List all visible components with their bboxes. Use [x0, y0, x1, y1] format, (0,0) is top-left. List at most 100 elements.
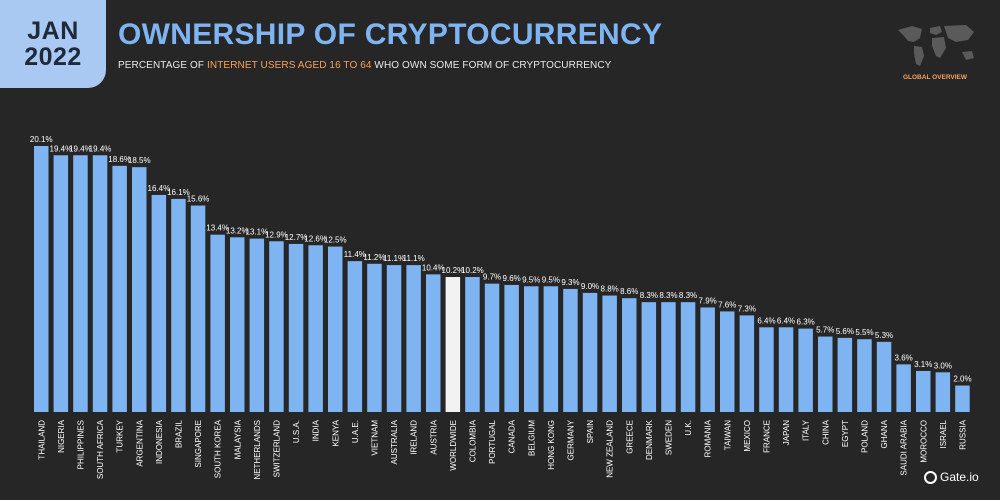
category-label: ROMANIA: [704, 419, 713, 457]
category-label: EGYPT: [841, 420, 850, 447]
gate-logo-icon: [924, 470, 937, 484]
bar-romania: [700, 307, 715, 412]
data-label: 2.0%: [953, 375, 971, 384]
bar-france: [759, 327, 774, 412]
bar-turkey: [112, 165, 127, 412]
data-label: 5.3%: [875, 331, 893, 340]
bar-south-korea: [210, 234, 225, 412]
category-label: IRELAND: [410, 420, 419, 455]
category-label: DENMARK: [645, 419, 654, 460]
category-label: POLAND: [860, 420, 869, 453]
bar-kenya: [328, 246, 343, 412]
category-label: SOUTH KOREA: [214, 419, 223, 478]
category-label: PORTUGAL: [488, 419, 497, 463]
data-label: 6.4%: [777, 316, 795, 325]
bar-south-africa: [92, 155, 108, 413]
data-label: 16.4%: [148, 184, 171, 193]
data-label: 8.3%: [640, 291, 658, 300]
bar-taiwan: [720, 311, 735, 412]
bar-singapore: [190, 205, 206, 412]
category-label: GREECE: [625, 420, 634, 454]
bar-israel: [935, 372, 951, 412]
category-label: BELGIUM: [527, 420, 536, 456]
bar-nigeria: [53, 155, 69, 413]
category-label: FRANCE: [762, 420, 771, 453]
data-label: 5.7%: [816, 326, 834, 335]
category-label: HONG KONG: [547, 420, 556, 470]
category-label: CANADA: [508, 419, 517, 453]
category-label: ITALY: [802, 419, 811, 441]
data-label: 19.4%: [89, 144, 112, 153]
category-label: MEXICO: [743, 420, 752, 452]
data-label: 9.7%: [483, 273, 501, 282]
data-label: 12.9%: [265, 230, 288, 239]
bar-indonesia: [151, 194, 167, 412]
data-label: 11.4%: [344, 250, 366, 259]
bar-china: [818, 336, 833, 412]
data-label: 20.1%: [30, 135, 53, 144]
bar-malaysia: [230, 237, 245, 412]
category-label: ISRAEL: [939, 419, 948, 448]
category-label: TURKEY: [116, 419, 125, 452]
category-label: SAUDI ARABIA: [900, 419, 909, 475]
data-label: 9.6%: [503, 274, 521, 283]
category-label: COLOMBIA: [468, 419, 477, 462]
data-label: 8.6%: [620, 287, 638, 296]
bar-japan: [778, 327, 794, 412]
data-label: 11.2%: [363, 253, 385, 262]
data-label: 8.3%: [659, 291, 677, 300]
category-label: AUSTRALIA: [390, 419, 399, 464]
data-label: 7.6%: [718, 300, 736, 309]
bar-ghana: [876, 341, 892, 412]
date-month: JAN: [27, 16, 79, 45]
category-label: INDIA: [312, 419, 321, 441]
category-label: U.K.: [684, 420, 693, 436]
category-label: NIGERIA: [57, 419, 66, 453]
category-label: RUSSIA: [958, 419, 967, 449]
bar-ireland: [406, 265, 421, 412]
category-label: KENYA: [331, 419, 340, 446]
bar-netherlands: [249, 238, 265, 412]
category-label: NETHERLANDS: [253, 420, 262, 480]
data-label: 8.8%: [601, 285, 619, 294]
data-label: 12.7%: [285, 233, 308, 242]
data-label: 9.5%: [542, 275, 560, 284]
data-label: 3.6%: [895, 353, 913, 362]
bar-greece: [622, 298, 637, 412]
data-label: 3.1%: [914, 360, 932, 369]
bar-australia: [386, 265, 402, 412]
data-label: 10.2%: [442, 266, 465, 275]
data-label: 18.5%: [128, 156, 151, 165]
data-label: 8.3%: [679, 291, 697, 300]
category-label: SPAIN: [586, 420, 595, 444]
bar-brazil: [171, 198, 186, 412]
subtitle-pre: PERCENTAGE OF: [118, 60, 208, 71]
category-label: MOROCCO: [919, 420, 928, 463]
category-label: CHINA: [821, 419, 830, 445]
category-label: U.A.E.: [351, 420, 360, 443]
data-label: 15.6%: [187, 195, 210, 204]
category-label: MALAYSIA: [233, 419, 242, 459]
data-label: 19.4%: [50, 144, 73, 153]
category-label: THAILAND: [37, 420, 46, 460]
data-label: 11.1%: [403, 254, 425, 263]
data-label: 6.4%: [757, 316, 775, 325]
bar-worldwide: [445, 277, 461, 412]
bar-italy: [798, 328, 813, 412]
data-label: 13.4%: [206, 224, 229, 233]
data-label: 18.6%: [108, 155, 131, 164]
chart-title: OWNERSHIP OF CRYPTOCURRENCY: [118, 18, 663, 51]
bar-colombia: [465, 277, 480, 412]
category-label: U.S.A.: [292, 420, 301, 443]
date-badge: JAN 2022: [0, 0, 106, 88]
data-label: 11.1%: [383, 254, 405, 263]
bar-morocco: [916, 370, 931, 412]
data-label: 13.2%: [226, 226, 249, 235]
bar-denmark: [641, 302, 657, 412]
data-label: 7.3%: [738, 304, 756, 313]
bar-thailand: [34, 146, 49, 412]
category-label: WORLDWIDE: [449, 420, 458, 471]
data-label: 12.6%: [304, 234, 327, 243]
data-label: 3.0%: [934, 361, 952, 370]
